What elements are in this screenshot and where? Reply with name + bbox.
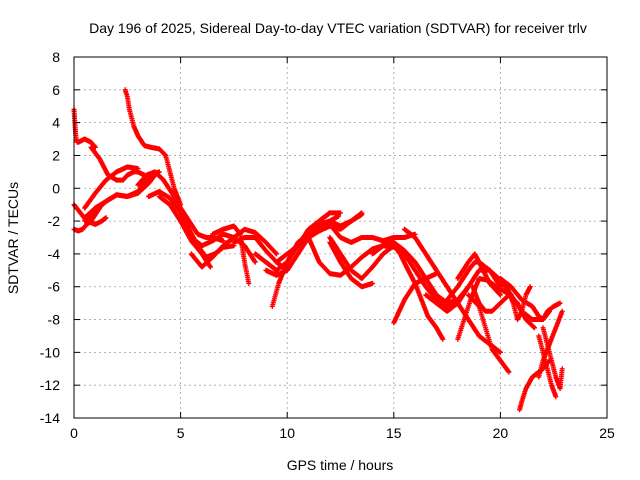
series-points-track-41 bbox=[540, 325, 565, 391]
data-series-track-33 bbox=[455, 251, 503, 298]
series-points-track-5 bbox=[82, 164, 141, 211]
data-series-track-34 bbox=[465, 292, 512, 375]
data-series-track-22 bbox=[327, 235, 397, 281]
series-points-track-21 bbox=[327, 221, 418, 245]
x-tick-label: 20 bbox=[493, 425, 509, 441]
y-tick-label: 4 bbox=[52, 115, 60, 131]
y-tick-label: -8 bbox=[48, 312, 61, 328]
series-points-track-8 bbox=[122, 87, 184, 208]
series-points-track-33 bbox=[455, 251, 503, 298]
series-points-track-28 bbox=[391, 271, 439, 326]
x-tick-label: 5 bbox=[177, 425, 185, 441]
data-series-track-5 bbox=[82, 164, 141, 211]
data-markers bbox=[71, 87, 565, 413]
data-series-track-41 bbox=[540, 325, 565, 391]
series-points-track-22 bbox=[327, 235, 397, 281]
data-series-track-21 bbox=[327, 221, 418, 245]
series-points-track-38 bbox=[508, 292, 563, 322]
data-series-track-8 bbox=[122, 87, 184, 208]
chart-title: Day 196 of 2025, Sidereal Day-to-day VTE… bbox=[89, 20, 587, 36]
y-tick-label: -14 bbox=[40, 410, 60, 426]
y-tick-label: -2 bbox=[48, 213, 61, 229]
data-series-track-28 bbox=[391, 271, 439, 326]
axis-ticks: 0 5 10 15 20 25 -14 -12 -10 -8 -6 -4 -2 0 2 4 6 8 bbox=[40, 49, 615, 441]
x-axis-label: GPS time / hours bbox=[287, 457, 394, 473]
data-series-track-38 bbox=[508, 292, 563, 322]
data-series-track-1 bbox=[71, 107, 98, 150]
y-tick-label: 2 bbox=[52, 147, 60, 163]
y-tick-label: 8 bbox=[52, 49, 60, 65]
series-points-track-20 bbox=[295, 212, 365, 249]
y-tick-label: -4 bbox=[48, 246, 61, 262]
x-tick-label: 25 bbox=[599, 425, 615, 441]
x-tick-label: 15 bbox=[386, 425, 402, 441]
y-tick-label: -12 bbox=[40, 377, 60, 393]
data-series-track-42 bbox=[536, 333, 559, 400]
x-tick-label: 0 bbox=[70, 425, 78, 441]
data-series-track-2 bbox=[88, 144, 147, 183]
series-points-track-1 bbox=[71, 107, 98, 150]
y-tick-label: -10 bbox=[40, 344, 60, 360]
x-tick-label: 10 bbox=[279, 425, 295, 441]
series-points-track-2 bbox=[88, 144, 147, 183]
series-points-track-24 bbox=[327, 239, 375, 290]
plot-frame bbox=[73, 56, 608, 419]
series-points-track-42 bbox=[536, 333, 559, 400]
series-points-track-34 bbox=[465, 292, 512, 375]
data-series-track-24 bbox=[327, 239, 375, 290]
y-tick-label: -6 bbox=[48, 279, 61, 295]
data-series-track-20 bbox=[295, 212, 365, 249]
y-tick-label: 6 bbox=[52, 82, 60, 98]
y-axis-label: SDTVAR / TECUs bbox=[5, 182, 21, 294]
y-tick-label: 0 bbox=[52, 180, 60, 196]
